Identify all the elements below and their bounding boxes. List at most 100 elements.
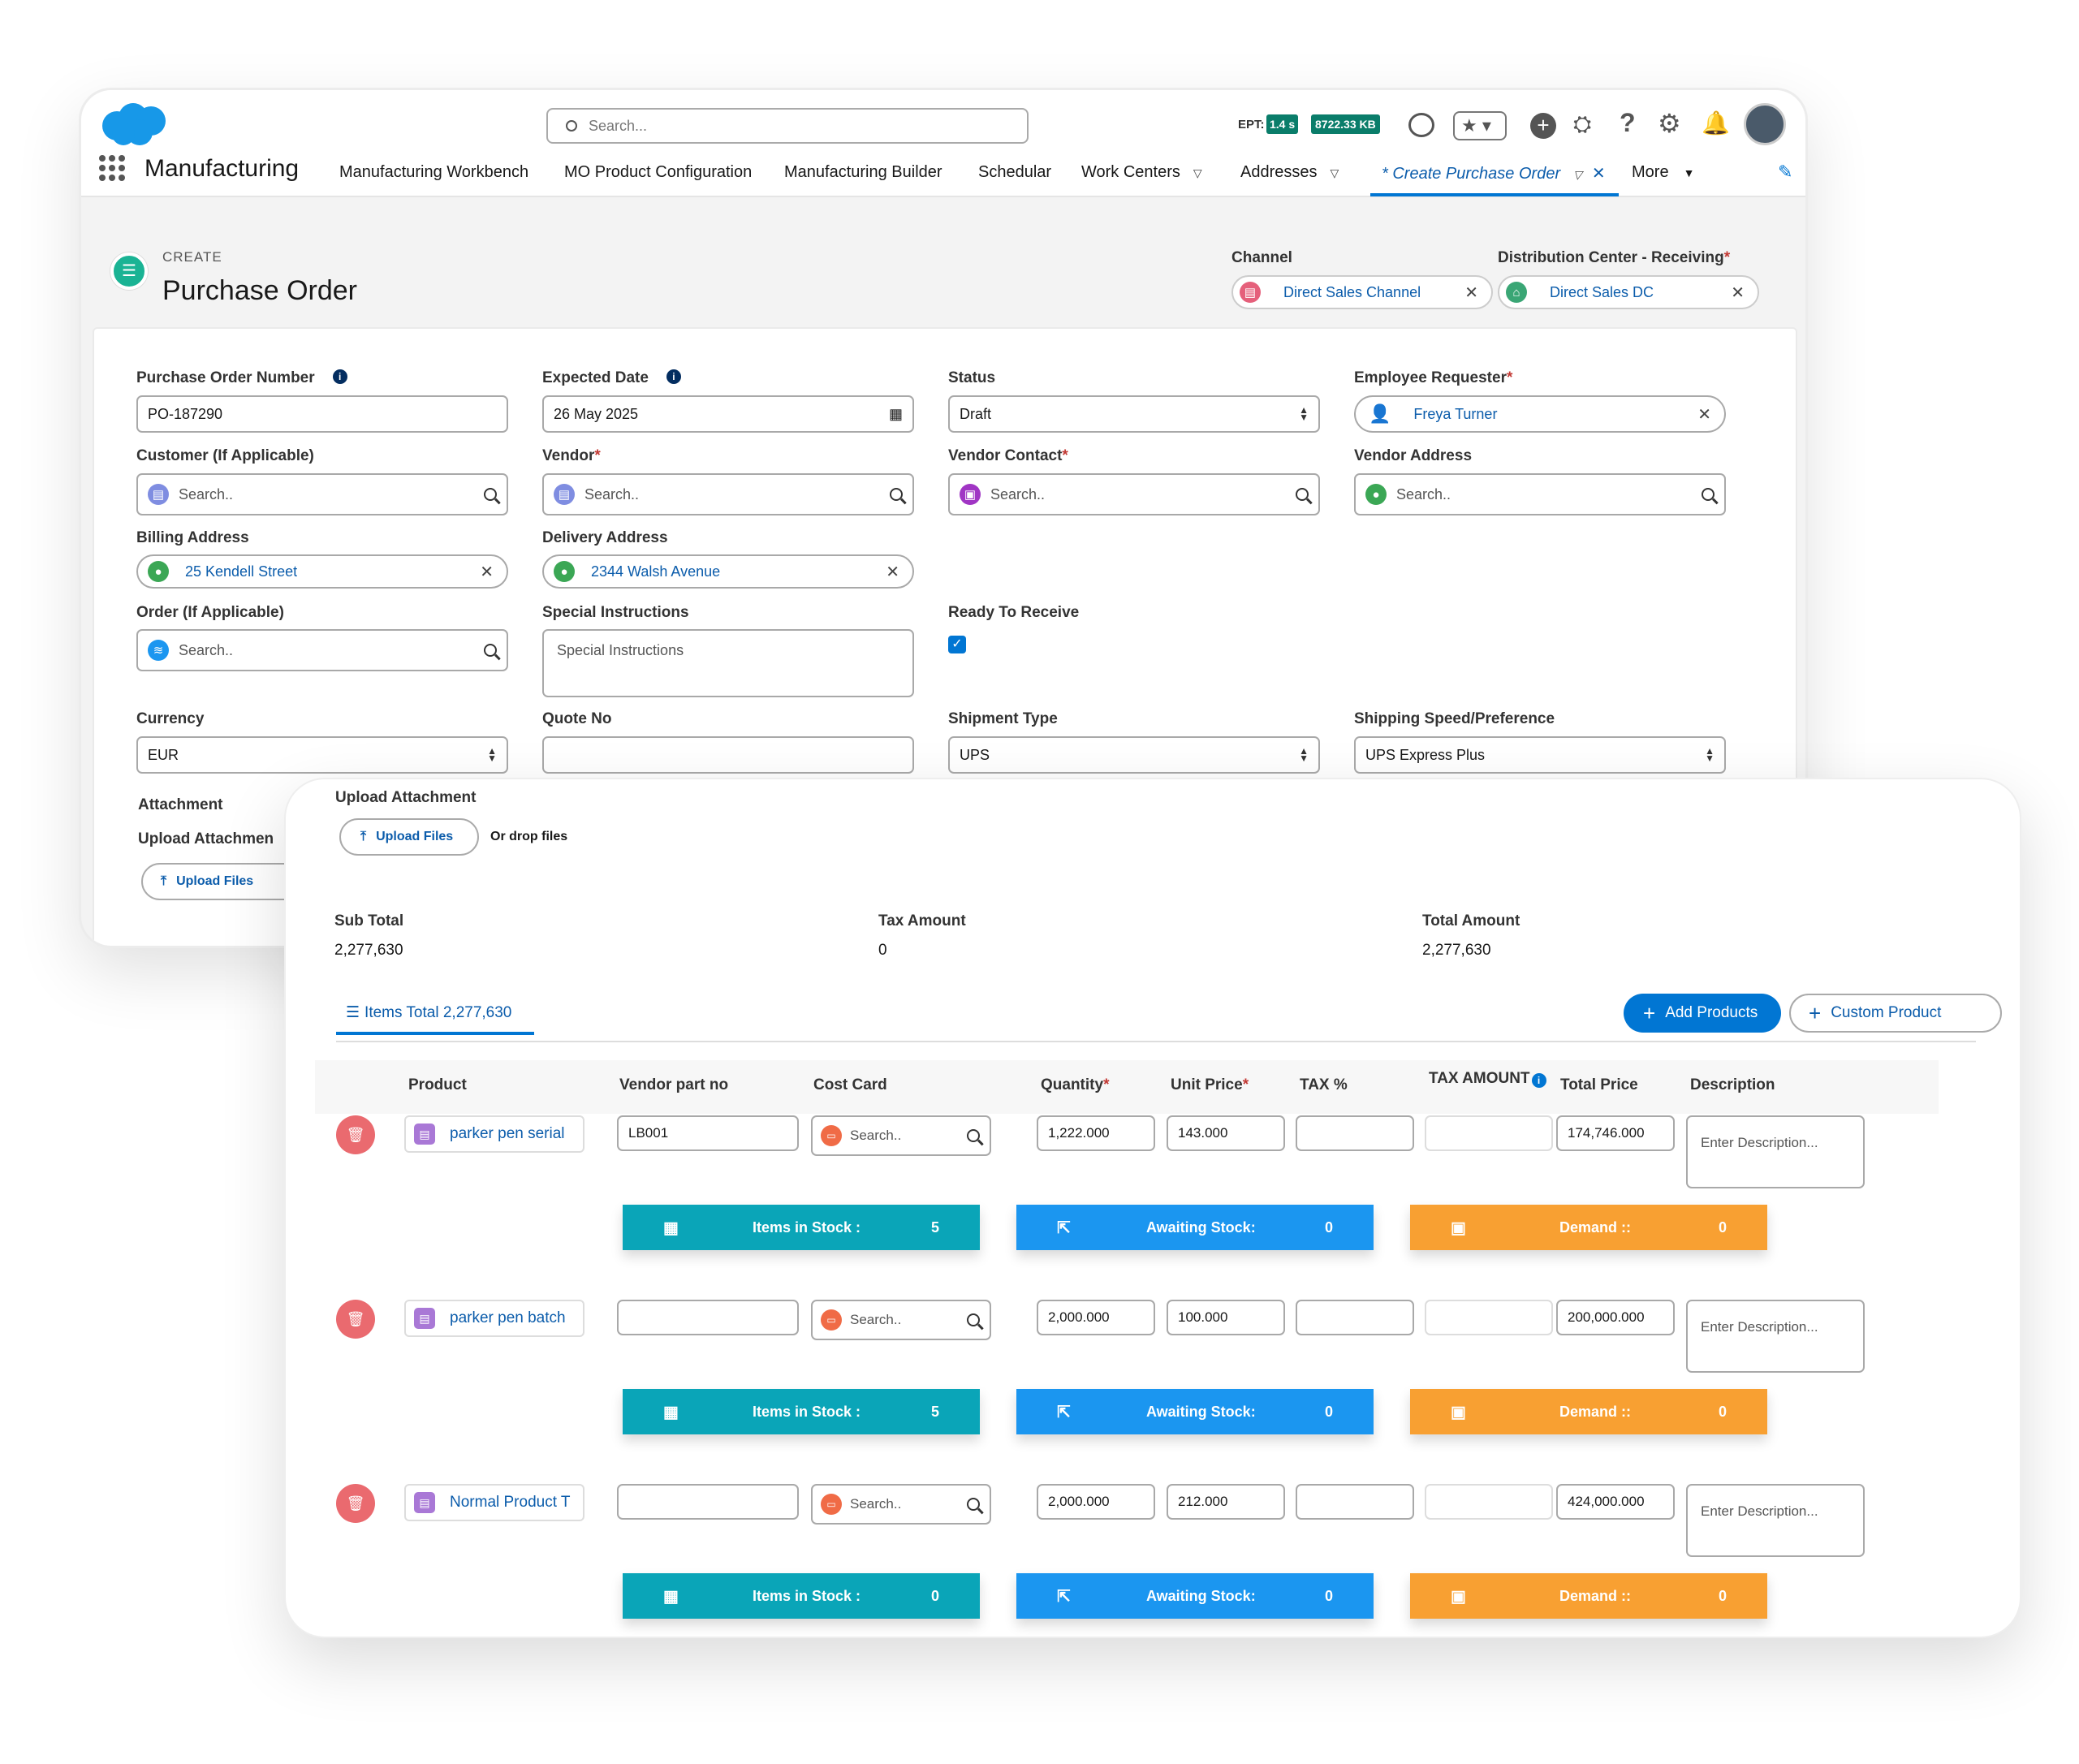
total-price-input[interactable]: 200,000.000 (1556, 1300, 1675, 1335)
shipping-speed-select[interactable]: UPS Express Plus ▲ ▼ (1354, 736, 1726, 774)
chevron-down-icon[interactable]: ▽ (1330, 166, 1339, 179)
nav-item-schedular[interactable]: Schedular (978, 163, 1052, 181)
quantity-input[interactable]: 1,222.000 (1037, 1115, 1155, 1151)
delete-row-button[interactable]: 🗑 (336, 1115, 375, 1154)
vendor-contact-search-input[interactable]: ▣ Search.. (948, 473, 1320, 515)
order-search-input[interactable]: ≋ Search.. (136, 629, 508, 671)
global-search-input[interactable]: Search... (546, 108, 1029, 144)
unit-price-input[interactable]: 212.000 (1167, 1484, 1285, 1520)
purchase-order-icon: ☰ (110, 252, 148, 290)
favorites-star-icon[interactable]: ★ ▾ (1453, 111, 1507, 140)
po-number-input[interactable]: PO-187290 (136, 395, 508, 433)
nav-item-manufacturing-workbench[interactable]: Manufacturing Workbench (339, 163, 529, 181)
add-products-button[interactable]: + Add Products (1624, 994, 1781, 1033)
currency-select[interactable]: EUR ▲ ▼ (136, 736, 508, 774)
billing-address-field[interactable]: ● 25 Kendell Street ✕ (136, 554, 508, 589)
edit-nav-pencil-icon[interactable]: ✎ (1778, 162, 1793, 182)
upload-files-button[interactable]: ⤒ Upload Files (141, 863, 304, 900)
product-field[interactable]: ▤ Normal Product T (404, 1484, 584, 1521)
unit-price-input[interactable]: 100.000 (1167, 1300, 1285, 1335)
tax-pct-input[interactable] (1296, 1115, 1414, 1151)
employee-field[interactable]: 👤 Freya Turner ✕ (1354, 395, 1726, 433)
cost-card-search-input[interactable]: ▭ Search.. (811, 1484, 991, 1525)
nav-item-addresses[interactable]: Addresses ▽ (1240, 163, 1339, 182)
total-price-input[interactable]: 174,746.000 (1556, 1115, 1675, 1151)
clear-channel-icon[interactable]: ✕ (1464, 283, 1478, 302)
clear-dc-icon[interactable]: ✕ (1731, 283, 1745, 302)
col-quantity-label: Quantity (1041, 1076, 1104, 1093)
tab-create-purchase-order[interactable]: * Create Purchase Order ▽ ✕ (1370, 163, 1619, 196)
app-launcher-icon[interactable] (99, 155, 125, 181)
channel-field[interactable]: ▤ Direct Sales Channel ✕ (1231, 275, 1493, 309)
delete-row-button[interactable]: 🗑 (336, 1300, 375, 1339)
ready-to-receive-checkbox[interactable]: ✓ (948, 636, 966, 653)
upload-files-button[interactable]: ⤒ Upload Files (339, 818, 479, 856)
search-icon (967, 1313, 980, 1326)
nav-more[interactable]: More ▼ (1632, 163, 1694, 182)
demand-label: Demand :: (1559, 1218, 1632, 1236)
description-textarea[interactable]: Enter Description... (1686, 1484, 1865, 1557)
distribution-center-field[interactable]: ⌂ Direct Sales DC ✕ (1498, 275, 1759, 309)
bot-icon[interactable] (1408, 113, 1434, 137)
vendor-part-input[interactable] (617, 1300, 799, 1335)
quote-no-input[interactable] (542, 736, 914, 774)
search-placeholder: Search... (589, 117, 648, 134)
setup-assistant-icon[interactable]: ⛭ (1573, 111, 1592, 136)
select-arrows-icon: ▲ ▼ (1705, 745, 1715, 764)
cost-card-search-input[interactable]: ▭ Search.. (811, 1300, 991, 1340)
salesforce-logo[interactable] (99, 101, 170, 149)
clear-delivery-icon[interactable]: ✕ (886, 563, 899, 581)
nav-item-mo-product-configuration[interactable]: MO Product Configuration (564, 163, 753, 181)
nav-item-manufacturing-builder[interactable]: Manufacturing Builder (784, 163, 942, 181)
calendar-icon[interactable]: ▦ (888, 405, 903, 422)
account-icon: ▤ (148, 484, 169, 505)
user-icon: 👤 (1369, 403, 1391, 424)
demand-bar: ▣ Demand :: 0 (1410, 1205, 1767, 1250)
vendor-part-input[interactable] (617, 1484, 799, 1520)
gear-icon[interactable]: ⚙ (1658, 109, 1681, 138)
tax-amount-input (1425, 1115, 1553, 1151)
customer-search-input[interactable]: ▤ Search.. (136, 473, 508, 515)
quantity-input[interactable]: 2,000.000 (1037, 1484, 1155, 1520)
info-icon[interactable]: i (666, 369, 681, 384)
status-select[interactable]: Draft ▲ ▼ (948, 395, 1320, 433)
total-price-input[interactable]: 424,000.000 (1556, 1484, 1675, 1520)
info-icon[interactable]: i (332, 369, 347, 384)
page-title: Purchase Order (162, 275, 357, 306)
shipment-type-select[interactable]: UPS ▲ ▼ (948, 736, 1320, 774)
dc-label: Distribution Center - Receiving* (1498, 249, 1731, 266)
avatar[interactable] (1744, 103, 1786, 145)
cost-card-search-input[interactable]: ▭ Search.. (811, 1115, 991, 1156)
delete-row-button[interactable]: 🗑 (336, 1484, 375, 1523)
special-instructions-textarea[interactable]: Special Instructions (542, 629, 914, 697)
tab-label: * Create Purchase Order (1382, 165, 1561, 183)
quantity-input[interactable]: 2,000.000 (1037, 1300, 1155, 1335)
product-field[interactable]: ▤ parker pen serial (404, 1115, 584, 1153)
chevron-down-icon[interactable]: ▽ (1573, 168, 1582, 181)
clear-billing-icon[interactable]: ✕ (480, 563, 494, 581)
col-unit-price-label: Unit Price (1171, 1076, 1243, 1093)
tab-items-total[interactable]: ☰ Items Total 2,277,630 (336, 1003, 534, 1035)
unit-price-input[interactable]: 143.000 (1167, 1115, 1285, 1151)
tax-pct-input[interactable] (1296, 1300, 1414, 1335)
custom-product-button[interactable]: + Custom Product (1789, 994, 2002, 1033)
clear-employee-icon[interactable]: ✕ (1697, 405, 1711, 424)
description-textarea[interactable]: Enter Description... (1686, 1115, 1865, 1188)
close-icon[interactable]: ✕ (1591, 165, 1606, 183)
vendor-part-input[interactable]: LB001 (617, 1115, 799, 1151)
vendor-search-input[interactable]: ▤ Search.. (542, 473, 914, 515)
chevron-down-icon[interactable]: ▽ (1193, 166, 1202, 179)
tax-pct-input[interactable] (1296, 1484, 1414, 1520)
info-icon[interactable]: i (1531, 1073, 1546, 1088)
employee-label: Employee Requester* (1354, 369, 1513, 386)
add-icon[interactable]: + (1530, 113, 1556, 139)
nav-item-work-centers[interactable]: Work Centers ▽ (1081, 163, 1202, 182)
bell-icon[interactable]: 🔔 (1702, 110, 1730, 136)
trash-icon: 🗑 (346, 1494, 365, 1512)
vendor-address-search-input[interactable]: ● Search.. (1354, 473, 1726, 515)
delivery-address-field[interactable]: ● 2344 Walsh Avenue ✕ (542, 554, 914, 589)
product-field[interactable]: ▤ parker pen batch (404, 1300, 584, 1337)
help-icon[interactable]: ? (1620, 108, 1636, 137)
description-textarea[interactable]: Enter Description... (1686, 1300, 1865, 1373)
expected-date-input[interactable]: 26 May 2025 ▦ (542, 395, 914, 433)
